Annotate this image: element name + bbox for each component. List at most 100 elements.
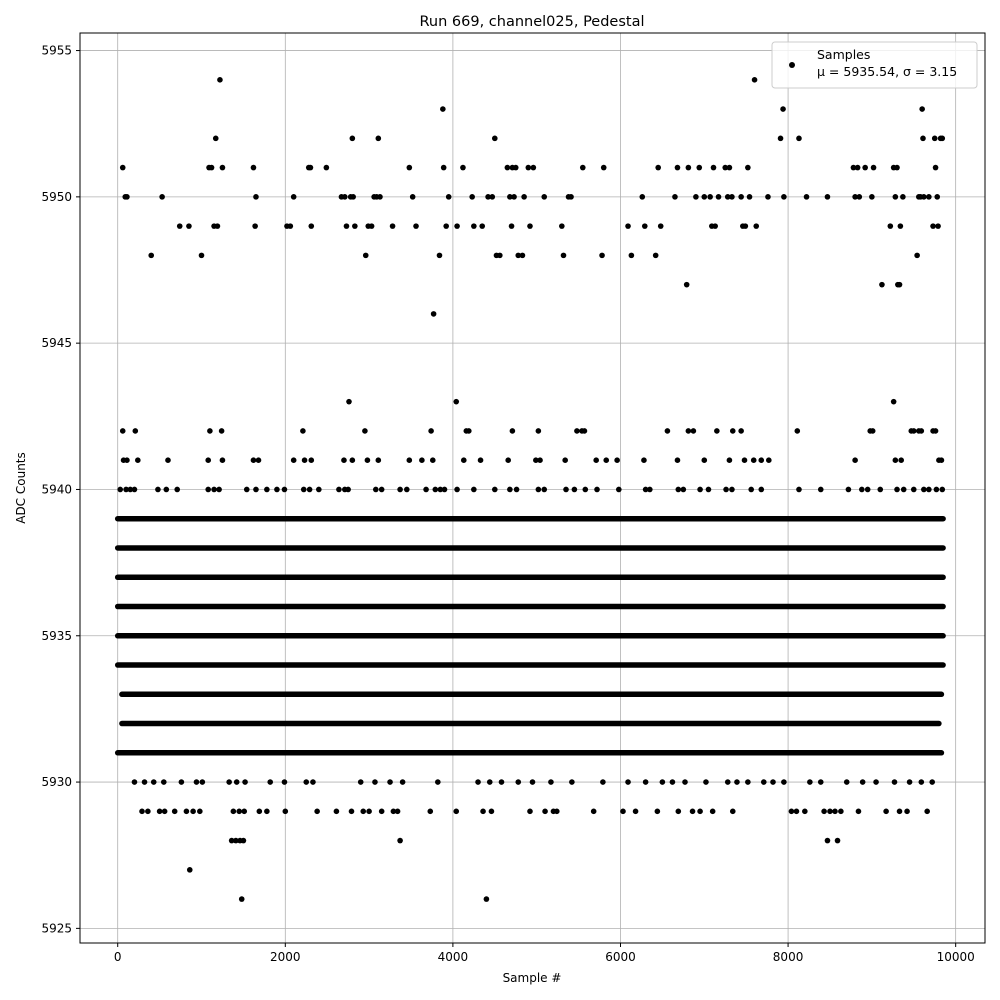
data-point: [864, 486, 871, 493]
data-point: [504, 164, 511, 171]
data-point: [796, 135, 802, 142]
data-point: [345, 486, 351, 493]
data-point: [788, 808, 795, 815]
data-point: [896, 281, 903, 288]
data-point: [753, 223, 760, 229]
data-point: [938, 457, 945, 464]
data-point: [348, 808, 355, 815]
data-point: [883, 808, 889, 815]
data-point: [346, 398, 352, 405]
data-point: [429, 457, 436, 464]
data-point: [256, 808, 263, 815]
data-point: [838, 808, 844, 815]
data-point: [241, 808, 248, 815]
data-point: [625, 223, 631, 229]
data-point: [781, 779, 787, 785]
data-point: [135, 457, 141, 464]
data-point: [161, 808, 168, 815]
data-point: [859, 486, 865, 493]
data-point: [900, 194, 906, 200]
data-point: [440, 106, 446, 112]
data-point: [724, 194, 731, 200]
data-point: [738, 428, 744, 434]
data-point: [896, 808, 903, 815]
data-point: [574, 428, 580, 434]
data-point: [252, 223, 258, 229]
data-point: [701, 457, 708, 464]
data-point: [233, 779, 240, 785]
data-point: [765, 194, 771, 200]
data-point: [475, 779, 481, 785]
data-point: [253, 194, 259, 200]
data-point: [436, 252, 443, 259]
data-point: [654, 808, 661, 815]
data-point: [364, 457, 371, 464]
data-point: [148, 252, 155, 259]
data-point: [314, 808, 320, 815]
data-point: [240, 837, 247, 844]
data-point: [870, 164, 877, 171]
data-point: [308, 457, 315, 464]
data-point: [212, 135, 219, 142]
data-point: [207, 428, 213, 434]
data-point: [685, 428, 692, 434]
data-point: [219, 164, 226, 171]
data-point: [521, 194, 527, 200]
data-point: [205, 486, 212, 493]
data-point: [156, 808, 163, 815]
data-point: [214, 223, 221, 229]
data-point: [512, 164, 519, 171]
data-point: [685, 164, 692, 171]
data-point: [349, 135, 356, 142]
data-point: [939, 486, 946, 493]
data-point: [208, 164, 215, 171]
data-point: [529, 779, 536, 785]
data-point: [485, 194, 491, 200]
data-point: [879, 281, 885, 288]
data-point: [542, 808, 548, 815]
data-point: [160, 779, 167, 785]
data-point: [480, 808, 486, 815]
data-point: [165, 457, 171, 464]
data-point: [406, 457, 413, 464]
data-point: [440, 164, 447, 171]
data-point: [211, 486, 217, 493]
data-point: [466, 428, 472, 434]
data-point: [742, 223, 749, 229]
data-point: [216, 486, 222, 493]
data-point: [568, 194, 574, 200]
data-point: [855, 808, 862, 815]
data-point: [533, 457, 539, 464]
data-point: [652, 252, 659, 259]
data-point: [378, 486, 385, 493]
data-point: [723, 486, 729, 493]
data-point: [301, 457, 308, 464]
data-point: [377, 194, 383, 200]
data-point: [406, 164, 413, 171]
data-point: [274, 486, 280, 493]
data-point: [460, 164, 466, 171]
data-point: [869, 194, 875, 200]
data-point: [360, 808, 367, 815]
data-point: [491, 135, 498, 142]
data-point: [287, 223, 294, 229]
data-point: [243, 486, 250, 493]
data-point: [910, 428, 917, 434]
data-point: [824, 194, 831, 200]
data-point: [910, 486, 917, 493]
data-point: [171, 808, 178, 815]
data-point: [751, 77, 758, 83]
data-point: [127, 486, 134, 493]
data-point: [150, 779, 157, 785]
data-point: [375, 457, 382, 464]
y-axis-ticks: 5925 5930 5935 5940 5945 5950 5955: [41, 44, 80, 935]
data-point: [217, 77, 223, 83]
data-point: [705, 486, 712, 493]
data-point: [387, 779, 393, 785]
data-point: [641, 223, 648, 229]
data-point: [802, 808, 808, 815]
data-point: [873, 779, 879, 785]
data-point: [869, 428, 876, 434]
data-point: [513, 486, 520, 493]
data-point: [123, 486, 129, 493]
